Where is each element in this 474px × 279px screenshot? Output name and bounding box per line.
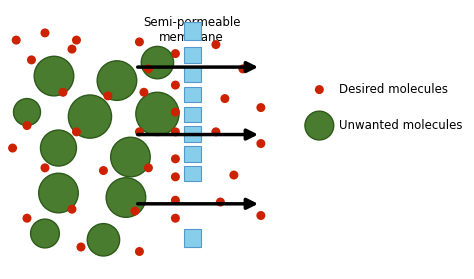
Circle shape (22, 214, 31, 223)
Circle shape (99, 166, 108, 175)
Circle shape (305, 111, 334, 140)
Circle shape (67, 45, 76, 54)
Circle shape (34, 56, 74, 96)
Circle shape (130, 206, 139, 215)
Circle shape (72, 127, 81, 136)
Bar (184, 107, 201, 122)
Circle shape (13, 98, 40, 126)
Circle shape (87, 223, 119, 256)
Circle shape (171, 172, 180, 181)
Circle shape (40, 130, 76, 166)
Circle shape (256, 139, 265, 148)
Circle shape (68, 95, 111, 138)
Bar (184, 229, 201, 247)
Bar (184, 22, 201, 40)
Circle shape (135, 247, 144, 256)
Bar (184, 87, 201, 102)
Circle shape (58, 88, 67, 97)
Circle shape (229, 170, 238, 179)
Circle shape (141, 46, 173, 79)
Circle shape (315, 85, 324, 94)
Circle shape (27, 56, 36, 64)
Circle shape (171, 196, 180, 205)
Text: Semi-permeable
membrane: Semi-permeable membrane (143, 16, 240, 44)
Circle shape (256, 211, 265, 220)
Circle shape (171, 154, 180, 163)
Circle shape (72, 36, 81, 45)
Text: Desired molecules: Desired molecules (339, 83, 448, 96)
Circle shape (171, 108, 180, 117)
Bar (184, 126, 201, 142)
Circle shape (12, 36, 21, 45)
Circle shape (171, 127, 180, 136)
Circle shape (97, 61, 137, 100)
Circle shape (40, 28, 49, 37)
Circle shape (110, 137, 150, 177)
Circle shape (139, 88, 148, 97)
Circle shape (144, 163, 153, 172)
Circle shape (31, 219, 59, 248)
Circle shape (106, 178, 146, 217)
Circle shape (76, 242, 85, 251)
Circle shape (136, 92, 179, 135)
Circle shape (171, 81, 180, 90)
Circle shape (22, 121, 31, 130)
Text: Unwanted molecules: Unwanted molecules (339, 119, 463, 132)
Circle shape (67, 205, 76, 214)
Circle shape (39, 173, 78, 213)
Circle shape (135, 127, 144, 136)
Circle shape (211, 40, 220, 49)
Circle shape (171, 214, 180, 223)
Circle shape (256, 103, 265, 112)
Circle shape (216, 198, 225, 206)
Circle shape (211, 127, 220, 136)
Bar (184, 47, 201, 62)
Circle shape (220, 94, 229, 103)
Circle shape (103, 92, 112, 100)
Circle shape (135, 37, 144, 46)
Bar (184, 67, 201, 82)
Bar (184, 166, 201, 181)
Bar (184, 146, 201, 162)
Circle shape (8, 144, 17, 153)
Circle shape (144, 64, 153, 73)
Circle shape (238, 64, 247, 73)
Circle shape (171, 49, 180, 58)
Circle shape (40, 163, 49, 172)
